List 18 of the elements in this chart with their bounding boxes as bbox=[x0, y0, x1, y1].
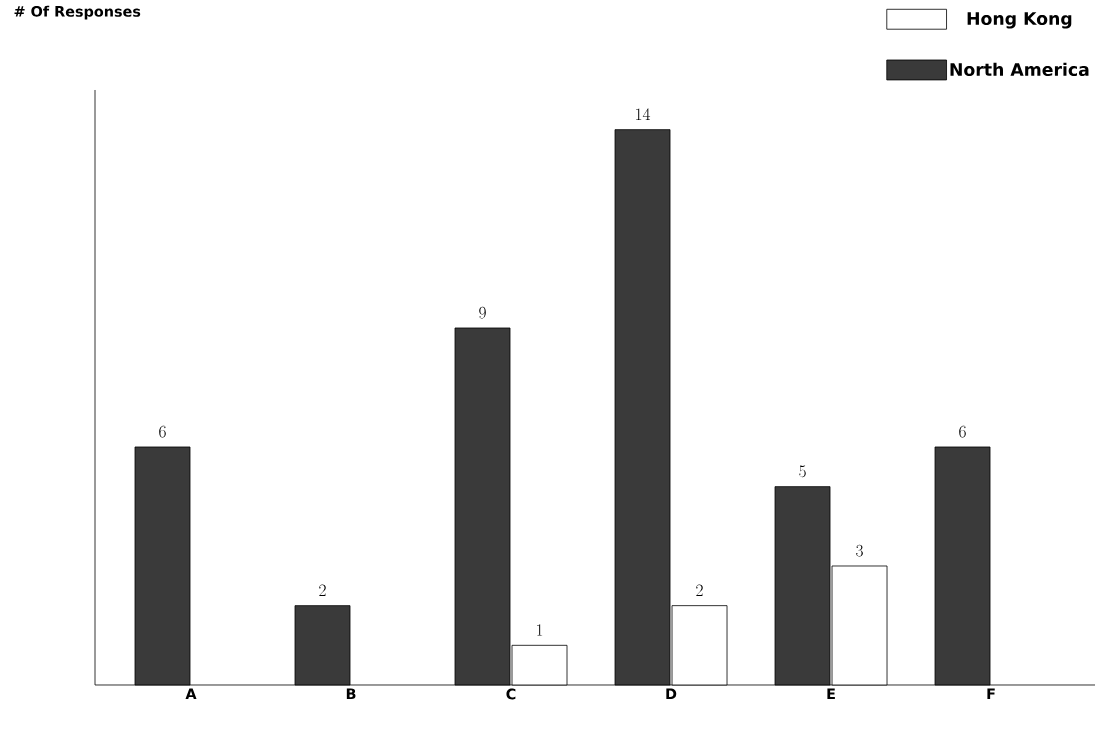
data-label: 5 bbox=[799, 465, 806, 478]
data-label: 14 bbox=[636, 108, 651, 120]
data-label: 3 bbox=[856, 544, 863, 557]
data-label: 6 bbox=[959, 425, 966, 438]
x-tick-label: B bbox=[346, 688, 356, 700]
legend-label: North America bbox=[950, 62, 1089, 77]
x-tick-label: F bbox=[987, 688, 995, 700]
x-tick-label: C bbox=[506, 688, 516, 700]
data-label: 1 bbox=[537, 624, 543, 636]
data-label: 6 bbox=[159, 425, 166, 438]
data-label: 2 bbox=[319, 584, 326, 596]
x-tick-label: E bbox=[827, 688, 835, 700]
legend-label: Hong Kong bbox=[967, 12, 1072, 29]
x-tick-label: A bbox=[185, 688, 197, 700]
x-tick-label: D bbox=[666, 688, 677, 700]
data-label: 9 bbox=[479, 306, 486, 319]
y-axis-title: # Of Responses bbox=[14, 5, 141, 20]
data-label: 2 bbox=[696, 584, 703, 596]
